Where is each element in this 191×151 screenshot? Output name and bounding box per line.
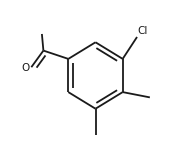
Text: Cl: Cl bbox=[138, 26, 148, 36]
Text: O: O bbox=[22, 63, 30, 73]
